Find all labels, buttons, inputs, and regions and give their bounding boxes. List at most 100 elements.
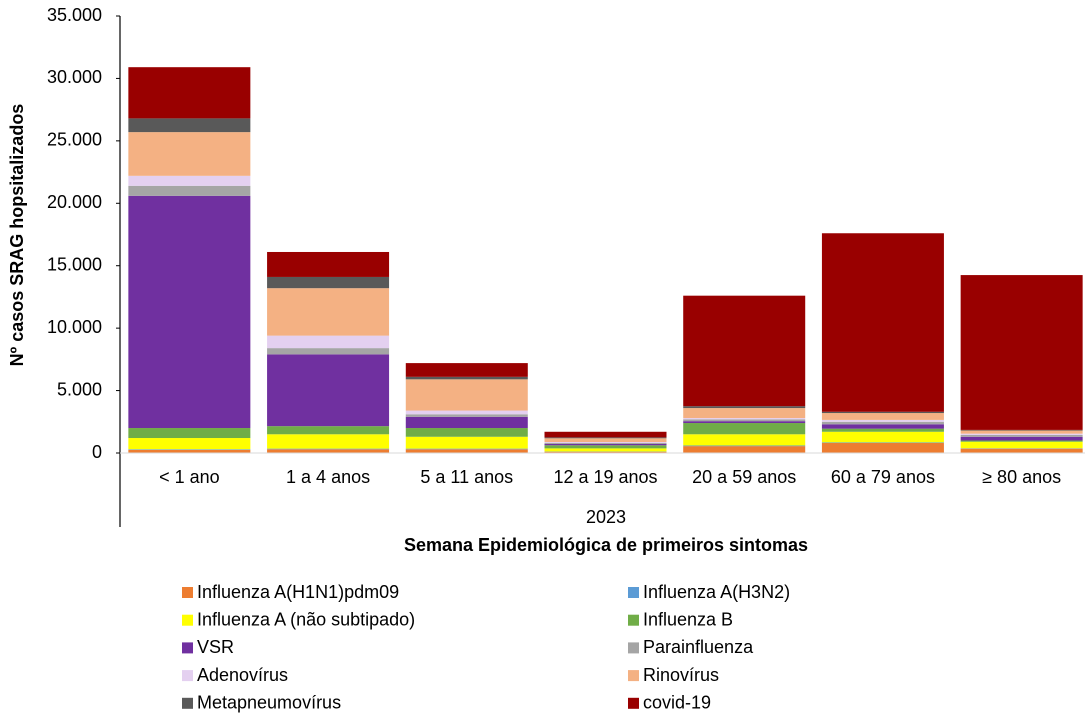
x-tick-label: 60 a 79 anos	[831, 467, 935, 487]
bar-segment	[683, 446, 805, 453]
bar-segment	[822, 442, 944, 443]
bar-segment	[406, 417, 528, 428]
group-label: 2023	[586, 507, 626, 527]
legend-label: covid-19	[643, 693, 711, 713]
bar-segment	[406, 449, 528, 453]
bar-segment	[406, 414, 528, 416]
bar-segment	[267, 288, 389, 335]
legend-swatch	[182, 615, 193, 626]
bar-segment	[822, 412, 944, 413]
legend-swatch	[628, 615, 639, 626]
legend-swatch	[182, 587, 193, 598]
bar-segment	[683, 418, 805, 419]
x-tick-label: 5 a 11 anos	[420, 467, 513, 487]
legend-label: Adenovírus	[197, 665, 288, 685]
bar-segment	[545, 437, 667, 438]
y-tick-label: 0	[92, 442, 102, 462]
bar-segment	[267, 426, 389, 434]
legend-swatch	[628, 698, 639, 709]
bar-segment	[267, 277, 389, 288]
bar-segment	[961, 441, 1083, 442]
bar-segment	[822, 422, 944, 424]
bar-segment	[683, 434, 805, 445]
bar-segment	[128, 176, 250, 186]
legend-label: Parainfluenza	[643, 637, 754, 657]
bar-segment	[267, 252, 389, 277]
bar-segment	[406, 379, 528, 410]
y-axis-label: Nº casos SRAG hopsitalizados	[7, 104, 27, 367]
legend-label: Influenza B	[643, 609, 733, 629]
legend-swatch	[628, 642, 639, 653]
x-tick-label: 1 a 4 anos	[286, 467, 370, 487]
bar-segment	[406, 428, 528, 437]
bar-segment	[545, 432, 667, 438]
legend-swatch	[182, 642, 193, 653]
bar-segment	[822, 420, 944, 422]
bar-segment	[961, 437, 1083, 441]
x-tick-label: 12 a 19 anos	[553, 467, 657, 487]
bar-segment	[128, 449, 250, 450]
bar-segment	[961, 431, 1083, 434]
y-tick-label: 15.000	[47, 254, 102, 274]
bar-segment	[267, 336, 389, 348]
bar-segment	[267, 348, 389, 354]
bar-segment	[406, 437, 528, 449]
y-tick-label: 20.000	[47, 192, 102, 212]
bar-segment	[822, 432, 944, 443]
bar-segment	[683, 419, 805, 421]
y-tick-label: 35.000	[47, 5, 102, 25]
bar-segment	[128, 428, 250, 438]
bar-segment	[406, 449, 528, 450]
bar-segment	[683, 406, 805, 408]
bar-segment	[683, 421, 805, 423]
bar-segment	[822, 413, 944, 420]
bar-segment	[128, 118, 250, 132]
bar-segment	[267, 449, 389, 453]
bar-segment	[267, 354, 389, 426]
legend-swatch	[628, 670, 639, 681]
legend-swatch	[628, 587, 639, 598]
bar-segment	[822, 429, 944, 432]
bar-segment	[961, 449, 1083, 453]
bar-segment	[545, 442, 667, 443]
bar-segment	[545, 448, 667, 451]
legend-swatch	[182, 670, 193, 681]
bar-segment	[822, 424, 944, 428]
bar-segment	[128, 438, 250, 449]
bar-segment	[545, 438, 667, 442]
bar-segment	[267, 434, 389, 448]
x-tick-label: 20 a 59 anos	[692, 467, 796, 487]
y-tick-label: 30.000	[47, 67, 102, 87]
legend-label: Influenza A(H3N2)	[643, 582, 790, 602]
bar-segment	[128, 196, 250, 428]
bar-segment	[683, 423, 805, 434]
bar-segment	[545, 443, 667, 444]
bar-segment	[961, 434, 1083, 435]
y-tick-label: 10.000	[47, 317, 102, 337]
bar-segment	[961, 275, 1083, 430]
bar-segment	[128, 67, 250, 118]
bar-segment	[961, 435, 1083, 437]
bar-segment	[683, 296, 805, 406]
bar-segment	[406, 363, 528, 377]
legend-label: Rinovírus	[643, 665, 719, 685]
bar-segment	[545, 445, 667, 448]
x-axis-label: Semana Epidemiológica de primeiros sinto…	[404, 535, 808, 555]
bar-segment	[961, 430, 1083, 431]
bar-segment	[545, 444, 667, 445]
bar-segment	[406, 411, 528, 415]
x-tick-label: < 1 ano	[159, 467, 220, 487]
bar-segment	[683, 408, 805, 418]
bar-segment	[961, 442, 1083, 448]
legend-label: VSR	[197, 637, 234, 657]
legend-label: Influenza A (não subtipado)	[197, 609, 415, 629]
bar-segment	[267, 449, 389, 450]
y-tick-label: 25.000	[47, 130, 102, 150]
bar-segment	[128, 186, 250, 196]
y-tick-label: 5.000	[57, 379, 102, 399]
bar-segment	[822, 443, 944, 453]
bar-segment	[128, 132, 250, 176]
legend-label: Metapneumovírus	[197, 693, 341, 713]
x-tick-label: ≥ 80 anos	[982, 467, 1061, 487]
